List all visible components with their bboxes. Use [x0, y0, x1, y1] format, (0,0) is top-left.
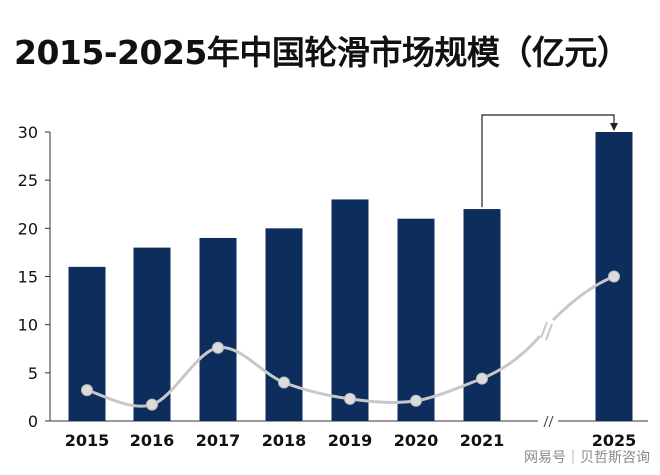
x-tick-label: 2017 [196, 431, 241, 450]
y-tick-label: 25 [18, 171, 38, 190]
x-tick-label: 2021 [460, 431, 505, 450]
bar-2016 [133, 247, 171, 421]
line-point-2021 [476, 372, 488, 385]
line-point-2018 [278, 376, 290, 389]
y-tick-label: 5 [28, 364, 38, 383]
line-point-2025 [608, 270, 620, 283]
line-point-2017 [212, 341, 224, 354]
x-tick-label: 2020 [394, 431, 439, 450]
line-break-mark [545, 323, 553, 341]
bar-2020 [397, 218, 435, 421]
x-tick-label: 2015 [65, 431, 110, 450]
line-point-2015 [81, 384, 93, 397]
bar-2015 [68, 266, 106, 421]
bar-2018 [265, 228, 303, 421]
annotation-arrow [481, 114, 615, 208]
y-tick-label: 20 [18, 219, 38, 238]
axis-break-mark [543, 415, 549, 428]
annotation-arrowhead [610, 123, 618, 131]
x-tick-label: 2018 [262, 431, 307, 450]
watermark: 网易号｜贝哲斯咨询 [524, 450, 650, 466]
chart-title: 2015-2025年中国轮滑市场规模（亿元） [14, 33, 630, 72]
line-point-2020 [410, 394, 422, 407]
y-tick-label: 30 [18, 123, 38, 142]
bar-2021 [463, 209, 501, 421]
bar-2017 [199, 237, 237, 421]
growth-line [481, 335, 542, 380]
y-tick-label: 10 [18, 316, 38, 335]
axis-break-mark [548, 415, 554, 428]
line-point-2019 [344, 392, 356, 405]
x-tick-label: 2016 [130, 431, 175, 450]
bar-2019 [331, 199, 369, 421]
x-tick-label: 2025 [592, 431, 637, 450]
y-tick-label: 15 [18, 268, 38, 287]
y-tick-label: 0 [28, 412, 38, 431]
line-break-mark [540, 321, 548, 339]
line-point-2016 [146, 398, 158, 411]
x-tick-label: 2019 [328, 431, 373, 450]
